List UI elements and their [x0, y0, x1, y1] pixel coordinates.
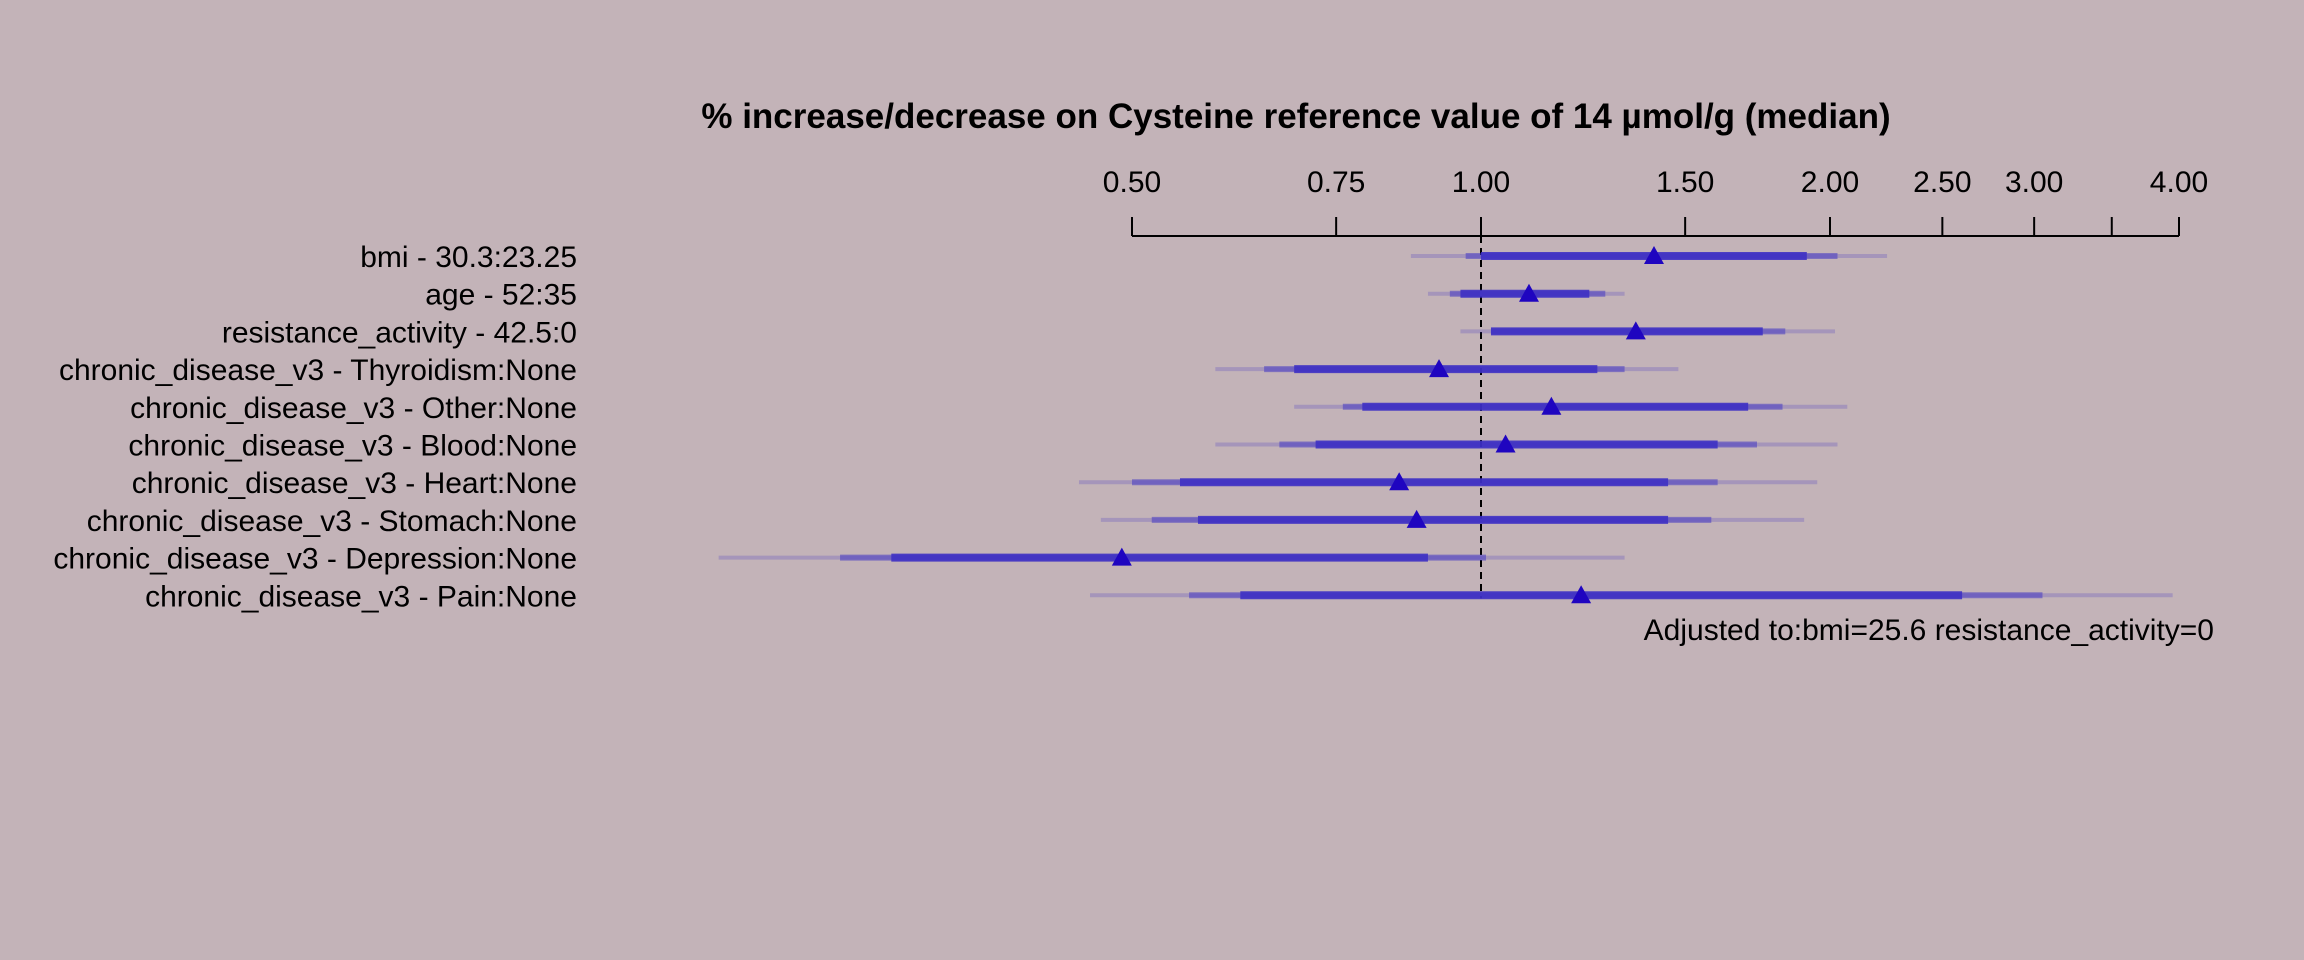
- chart-title: % increase/decrease on Cysteine referenc…: [701, 97, 1890, 136]
- row-label: age - 52:35: [425, 279, 577, 312]
- x-axis: 0.50 0.75 1.00 1.50 2.00 2.50 3.00 4.00: [1103, 166, 2208, 237]
- forest-row: chronic_disease_v3 - Thyroidism:None: [59, 354, 1679, 387]
- point-estimate: [1389, 472, 1410, 491]
- point-estimate: [1643, 246, 1664, 264]
- axis-tick-label: 2.00: [1801, 166, 1859, 199]
- forest-rows: bmi - 30.3:23.25 age - 52:35 resistance_ac…: [53, 241, 2173, 613]
- row-label: bmi - 30.3:23.25: [360, 241, 577, 274]
- axis-tick-label: 0.50: [1103, 166, 1161, 199]
- forest-row: age - 52:35: [425, 279, 1625, 312]
- point-estimate: [1495, 434, 1516, 453]
- point-estimate: [1571, 585, 1592, 604]
- forest-row: chronic_disease_v3 - Pain:None: [145, 580, 2173, 613]
- row-label: chronic_disease_v3 - Pain:None: [145, 580, 577, 613]
- forest-row: chronic_disease_v3 - Heart:None: [132, 467, 1818, 500]
- forest-row: chronic_disease_v3 - Stomach:None: [87, 505, 1805, 538]
- forest-row: bmi - 30.3:23.25: [360, 241, 1888, 274]
- forest-row: chronic_disease_v3 - Blood:None: [128, 430, 1838, 463]
- point-estimate: [1541, 396, 1562, 415]
- forest-row: chronic_disease_v3 - Depression:None: [53, 543, 1625, 576]
- row-label: chronic_disease_v3 - Depression:None: [53, 543, 577, 576]
- point-estimate: [1111, 547, 1132, 566]
- axis-tick-label: 4.00: [2150, 166, 2208, 199]
- row-label: resistance_activity - 42.5:0: [222, 316, 577, 349]
- row-label: chronic_disease_v3 - Stomach:None: [87, 505, 577, 538]
- adjustment-annotation: Adjusted to:bmi=25.6 resistance_activity…: [1644, 614, 2214, 647]
- forest-row: resistance_activity - 42.5:0: [222, 316, 1836, 349]
- row-label: chronic_disease_v3 - Other:None: [130, 392, 577, 425]
- forest-row: chronic_disease_v3 - Other:None: [130, 392, 1848, 425]
- axis-tick-label: 1.00: [1452, 166, 1510, 199]
- point-estimate: [1518, 283, 1539, 302]
- point-estimate: [1429, 359, 1450, 378]
- axis-tick-label: 1.50: [1656, 166, 1714, 199]
- axis-tick-label: 3.00: [2005, 166, 2063, 199]
- row-label: chronic_disease_v3 - Blood:None: [128, 430, 577, 463]
- row-label: chronic_disease_v3 - Heart:None: [132, 467, 577, 500]
- axis-tick-label: 2.50: [1913, 166, 1971, 199]
- point-estimate: [1625, 321, 1646, 340]
- row-label: chronic_disease_v3 - Thyroidism:None: [59, 354, 577, 387]
- point-estimate: [1406, 509, 1427, 528]
- axis-tick-label: 0.75: [1307, 166, 1365, 199]
